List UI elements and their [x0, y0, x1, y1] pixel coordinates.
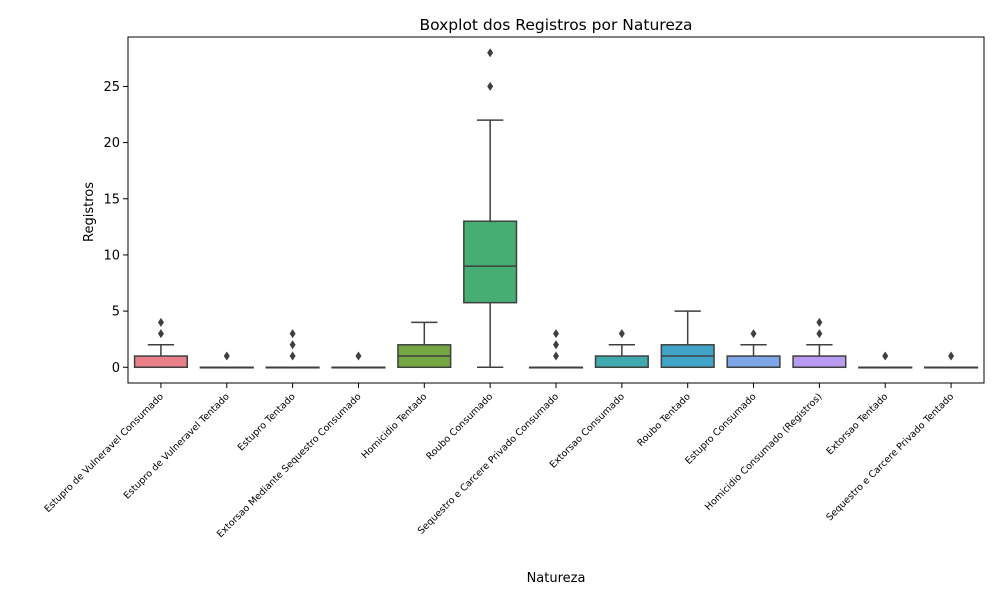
plot-area [133, 48, 979, 369]
outlier-point [618, 329, 625, 339]
box-group [660, 310, 715, 369]
x-tick-label: Roubo Tentado [635, 391, 693, 449]
outlier-point [487, 48, 494, 58]
outlier-point [157, 317, 164, 327]
box-group [133, 317, 189, 369]
outlier-point [553, 329, 559, 339]
outlier-point [553, 340, 559, 350]
plot-frame [127, 36, 985, 384]
box [726, 355, 781, 369]
y-tick-label: 20 [103, 136, 120, 151]
box-group [265, 329, 320, 369]
box-group [397, 321, 452, 369]
box-group [199, 351, 254, 369]
outlier-point [157, 329, 164, 339]
x-tick-label: Estupro Tentado [236, 391, 298, 453]
x-tick-label: Estupro de Vulneravel Tentado [122, 391, 232, 501]
x-tick-label: Extorsao Consumado [548, 391, 627, 470]
outlier-point [750, 329, 757, 339]
y-tick-label: 15 [103, 192, 120, 207]
box [594, 355, 649, 369]
box-group [858, 351, 913, 369]
x-tick-label: Homicidio Consumado (Registros) [703, 391, 825, 513]
outlier-point [816, 317, 823, 327]
x-axis-label: Natureza [527, 571, 586, 586]
y-axis-label: Registros [82, 182, 97, 242]
box [463, 220, 518, 304]
outlier-point [223, 351, 230, 361]
box-group [792, 317, 847, 369]
outlier-point [553, 351, 559, 361]
outlier-point [355, 351, 362, 361]
box-group [594, 329, 649, 369]
chart-title: Boxplot dos Registros por Natureza [419, 16, 692, 34]
outlier-point [289, 329, 296, 339]
box-group [463, 48, 518, 369]
box-group [528, 329, 584, 369]
x-tick-label: Estupro de Vulneravel Consumado [42, 391, 166, 515]
outlier-point [816, 329, 823, 339]
box [133, 355, 189, 369]
y-tick-label: 10 [103, 248, 120, 263]
x-tick-label: Extorsao Tentado [825, 391, 891, 457]
box [792, 355, 847, 369]
y-tick-label: 5 [112, 305, 120, 320]
y-tick-label: 25 [103, 80, 120, 95]
outlier-point [948, 351, 955, 361]
x-tick-label: Homicidio Tentado [360, 391, 430, 461]
outlier-point [289, 351, 296, 361]
x-tick-label: Sequestro e Carcere Privado Tentado [824, 391, 956, 523]
y-axis: 0 5 10 15 20 25 [103, 80, 128, 376]
x-tick-label: Estupro Consumado [683, 391, 759, 467]
outlier-point [882, 351, 889, 361]
x-tick-label: Extorsao Mediante Sequestro Consumado [215, 391, 364, 540]
outlier-point [487, 81, 494, 91]
box-group [331, 351, 386, 369]
y-tick-label: 0 [112, 361, 120, 376]
box-group [726, 329, 781, 369]
outlier-point [289, 340, 296, 350]
x-tick-label: Roubo Consumado [424, 391, 495, 462]
x-tick-label: Sequestro e Carcere Privado Consumado [416, 391, 561, 536]
box-group [923, 351, 979, 369]
